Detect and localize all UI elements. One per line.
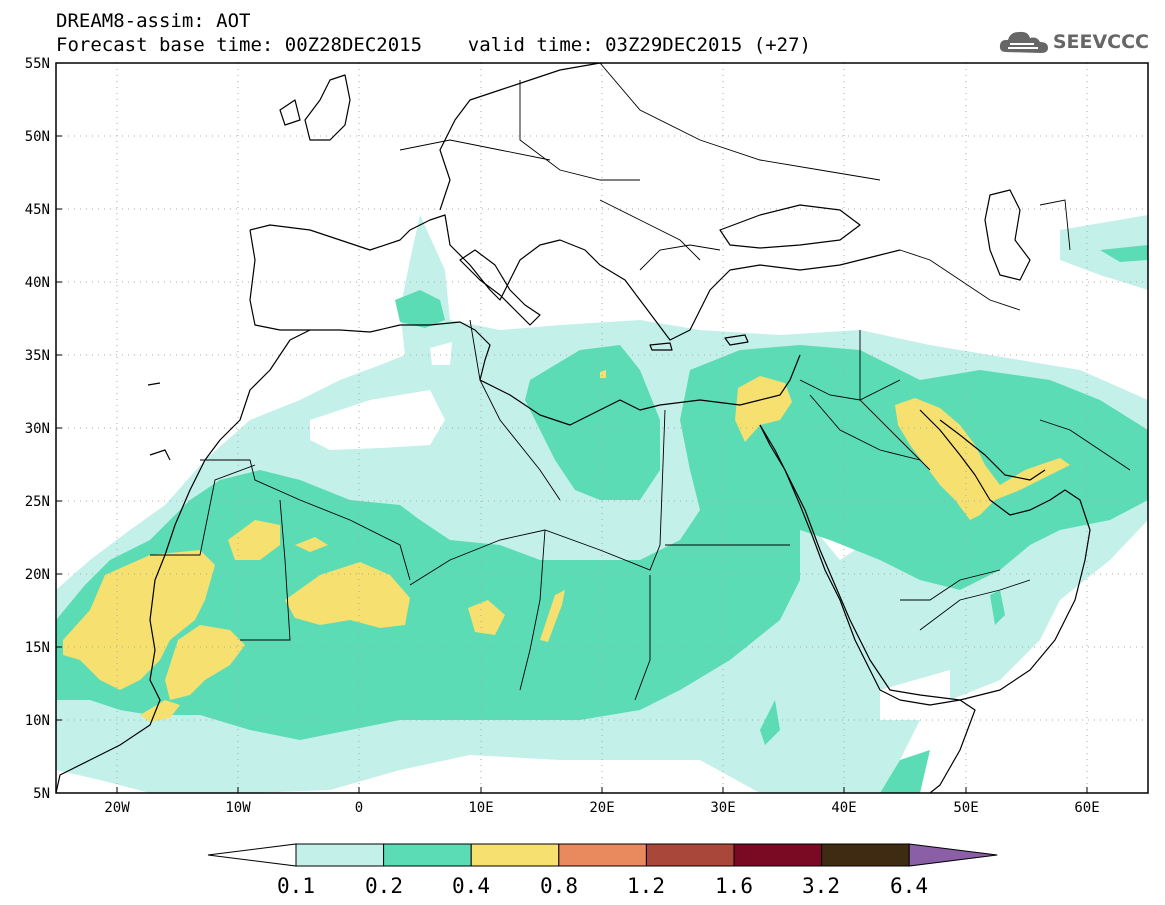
graticule — [56, 63, 1148, 793]
lat-label: 30N — [25, 421, 50, 437]
lat-label: 35N — [25, 348, 50, 364]
colorbar-label: 1.6 — [715, 874, 753, 898]
lat-label: 15N — [25, 640, 50, 656]
colorbar-swatch — [383, 843, 472, 867]
lon-label: 20W — [104, 800, 130, 816]
colorbar-swatch — [470, 843, 560, 867]
lat-label: 40N — [25, 275, 50, 291]
map-subtitle: Forecast base time: 00Z28DEC2015 valid t… — [56, 34, 811, 56]
lon-label: 40E — [831, 800, 856, 816]
colorbar-label: 0.1 — [277, 874, 315, 898]
lon-labels: 20W 10W 0 10E 20E 30E 40E 50E 60E — [104, 800, 1099, 816]
lon-label: 50E — [953, 800, 978, 816]
colorbar-label: 1.2 — [627, 874, 665, 898]
logo-text: SEEVCCC — [1052, 31, 1149, 53]
seevccc-logo: SEEVCCC — [998, 28, 1149, 56]
colorbar-swatch — [821, 843, 910, 867]
colorbar-labels: 0.1 0.2 0.4 0.8 1.2 1.6 3.2 6.4 — [0, 874, 1165, 900]
colorbar — [207, 843, 998, 867]
colorbar-label: 0.2 — [365, 874, 403, 898]
lat-ticks — [56, 62, 1088, 793]
colorbar-label: 3.2 — [802, 874, 840, 898]
colorbar-swatch — [645, 843, 735, 867]
lon-label: 60E — [1074, 800, 1099, 816]
lon-label: 0 — [355, 800, 363, 816]
colorbar-swatch — [558, 843, 647, 867]
lon-label: 20E — [589, 800, 614, 816]
country-borders — [150, 63, 1131, 701]
lat-label: 20N — [25, 567, 50, 583]
lat-label: 50N — [25, 129, 50, 145]
lat-label: 25N — [25, 494, 50, 510]
colorbar-swatch — [295, 843, 385, 867]
colorbar-label: 0.4 — [452, 874, 490, 898]
lon-label: 30E — [710, 800, 735, 816]
aot-contour-0.2 — [56, 245, 1148, 793]
lat-label: 45N — [25, 202, 50, 218]
colorbar-label: 0.8 — [540, 874, 578, 898]
cloud-icon — [999, 31, 1048, 53]
colorbar-arrow-low — [207, 843, 297, 867]
lon-label: 10E — [468, 800, 493, 816]
lat-labels: 55N 50N 45N 40N 35N 30N 25N 20N 15N 10N … — [25, 56, 50, 802]
colorbar-arrow-high — [908, 843, 998, 867]
lat-label: 10N — [25, 713, 50, 729]
colorbar-label: 6.4 — [890, 874, 928, 898]
lat-label: 55N — [25, 56, 50, 72]
lat-label: 5N — [33, 786, 50, 802]
map-title: DREAM8-assim: AOT — [56, 10, 251, 32]
lon-label: 10W — [225, 800, 251, 816]
colorbar-swatch — [733, 843, 823, 867]
coastlines — [56, 63, 1091, 793]
